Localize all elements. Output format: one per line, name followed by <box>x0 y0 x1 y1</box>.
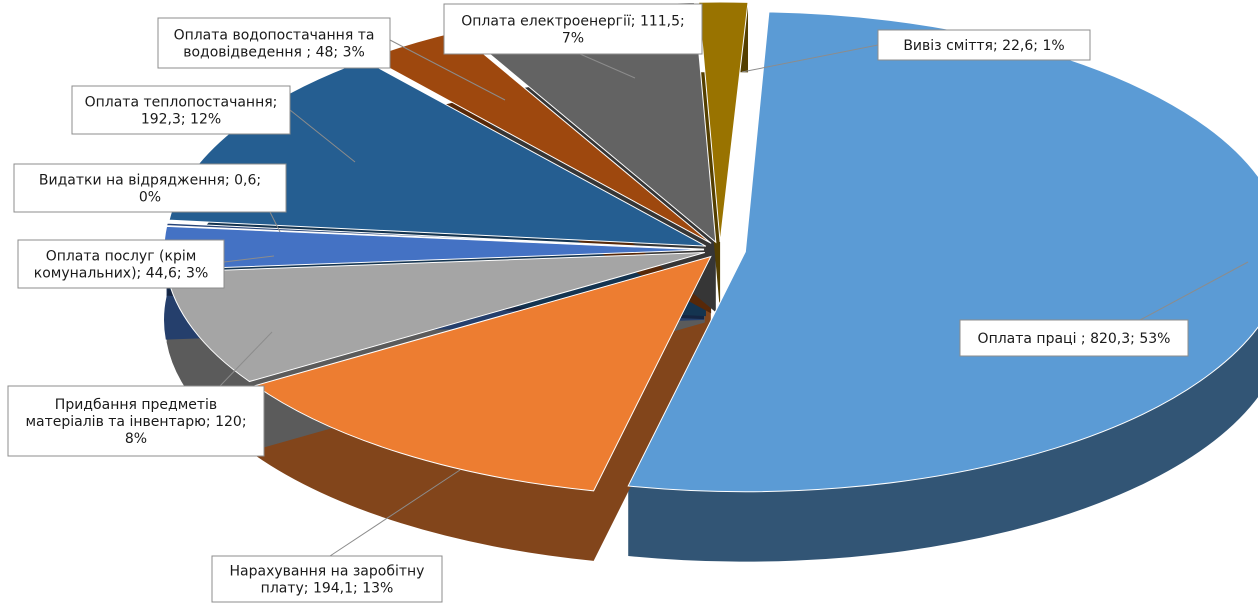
data-label: Видатки на відрядження; 0,6;0% <box>13 163 287 213</box>
data-label-text: 7% <box>562 31 584 47</box>
leader-line <box>289 109 356 163</box>
leader-line <box>389 39 506 101</box>
data-label-text: плату; 194,1; 13% <box>261 581 394 597</box>
data-label-text: водовідведення ; 48; 3% <box>183 45 365 61</box>
data-label-text: Оплата теплопостачання; <box>85 95 278 111</box>
data-label-text: Придбання предметів <box>55 397 217 413</box>
data-labels: Оплата праці ; 820,3; 53% Нарахування на … <box>7 3 1189 603</box>
pie-slice <box>698 1 749 243</box>
data-label-text: Оплата електроенергії; 111,5; <box>461 14 685 30</box>
data-label-box <box>443 3 703 55</box>
data-label-text: 192,3; 12% <box>141 112 221 128</box>
data-label-text: Оплата праці ; 820,3; 53% <box>978 331 1171 347</box>
data-label-text: 0% <box>139 190 161 206</box>
data-label-box <box>13 163 287 213</box>
leader-line <box>269 211 281 233</box>
data-label: Оплата праці ; 820,3; 53% <box>959 319 1189 357</box>
data-label: Оплата електроенергії; 111,5;7% <box>443 3 703 55</box>
pie-slice <box>166 222 705 250</box>
data-label-text: Вивіз сміття; 22,6; 1% <box>903 38 1064 54</box>
data-label-text: Оплата водопостачання та <box>174 28 375 44</box>
pie-top-layer <box>163 1 1258 493</box>
data-label-box <box>71 85 291 135</box>
data-label-text: Оплата послуг (крім <box>46 249 197 265</box>
data-label-text: Нарахування на заробітну <box>230 564 425 580</box>
leader-lines <box>219 39 1249 557</box>
data-label-text: Видатки на відрядження; 0,6; <box>39 173 261 189</box>
pie-slice-side <box>628 11 1258 562</box>
leader-line <box>741 44 879 73</box>
data-label-box <box>7 385 265 457</box>
data-label-box <box>877 29 1091 61</box>
data-label-text: матеріалів та інвентарю; 120; <box>25 414 246 430</box>
data-label-box <box>157 17 391 69</box>
pie-slice <box>254 255 712 492</box>
data-label: Вивіз сміття; 22,6; 1% <box>877 29 1091 61</box>
leader-line <box>219 331 273 387</box>
data-label-box <box>211 555 443 603</box>
leader-line <box>1139 261 1249 321</box>
data-label-text: 8% <box>125 431 147 447</box>
leader-line <box>223 255 275 263</box>
data-label-box <box>959 319 1189 357</box>
data-label: Оплата теплопостачання;192,3; 12% <box>71 85 291 135</box>
data-label-text: комунальних); 44,6; 3% <box>34 266 209 282</box>
leader-line <box>579 53 636 79</box>
data-label-box <box>17 239 225 289</box>
leader-line <box>329 469 461 557</box>
